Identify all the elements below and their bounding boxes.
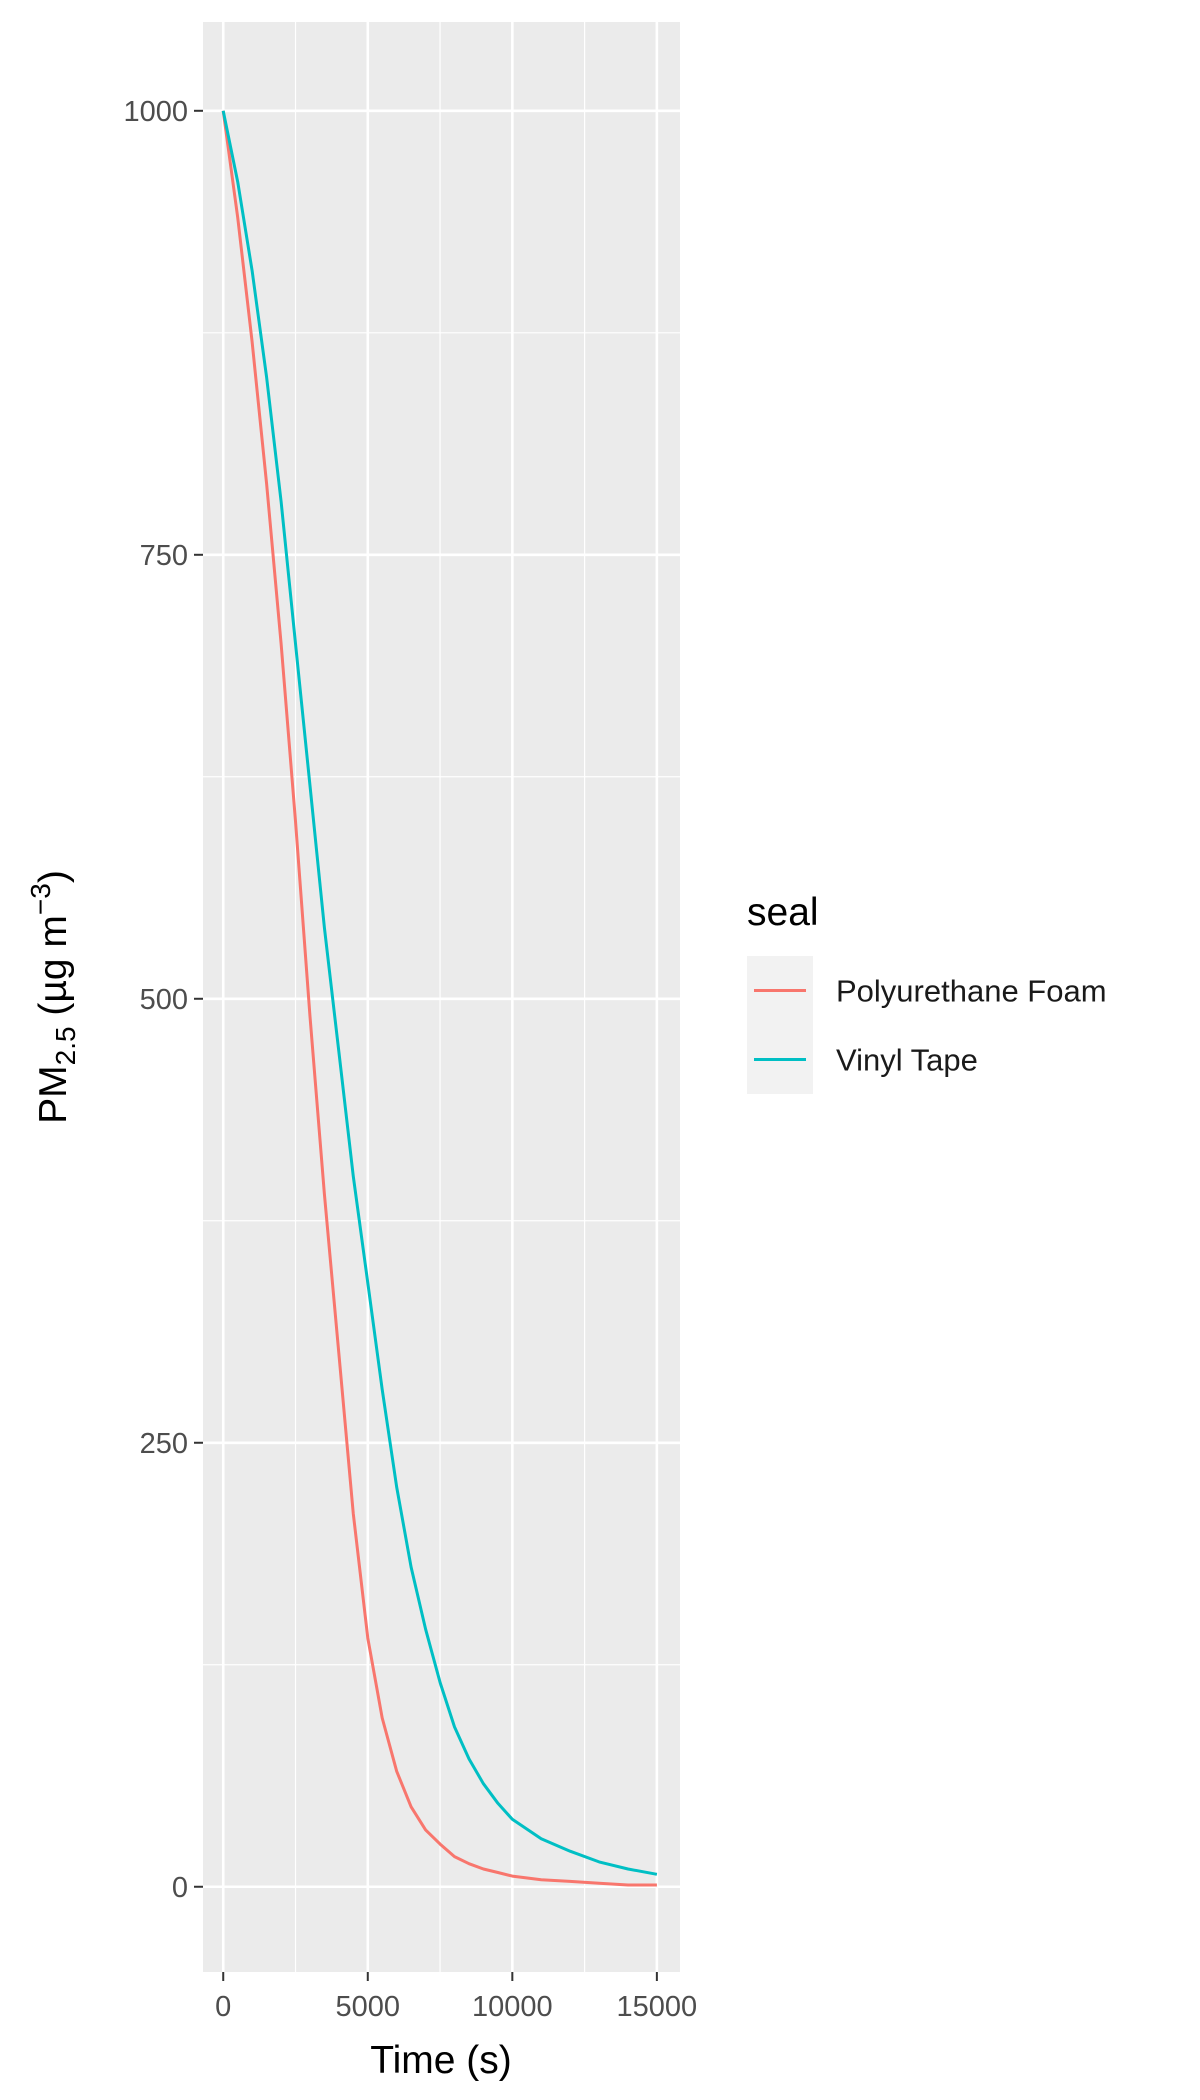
y-axis: 0 250 500 750 1000 xyxy=(123,96,203,1904)
series-line-0 xyxy=(221,110,657,1887)
x-axis: 0 5000 10000 15000 xyxy=(215,1972,697,2023)
x-tick-label: 15000 xyxy=(617,1991,698,2023)
y-tick-label: 250 xyxy=(140,1428,188,1460)
y-axis-title-close: ) xyxy=(32,870,75,883)
series-line-1 xyxy=(221,110,658,1876)
x-tick-label: 5000 xyxy=(336,1991,401,2023)
plot-panel xyxy=(203,22,680,1972)
major-gridlines xyxy=(203,22,680,1972)
x-tick-label: 10000 xyxy=(472,1991,553,2023)
legend-items: Polyurethane Foam Vinyl Tape xyxy=(747,956,1107,1094)
y-tick-label: 0 xyxy=(172,1872,188,1904)
x-tick-label: 0 xyxy=(215,1991,231,2023)
legend-label: Vinyl Tape xyxy=(836,1043,978,1078)
y-tick-label: 750 xyxy=(140,540,188,572)
x-axis-title: Time (s) xyxy=(370,2039,512,2082)
y-axis-title-units: (µg m xyxy=(32,915,75,1026)
y-tick-label: 1000 xyxy=(123,96,188,128)
y-axis-title-superscript: −3 xyxy=(25,883,56,915)
series-lines xyxy=(221,110,658,1887)
y-axis-title: PM2.5 (µg m−3) xyxy=(25,870,81,1124)
y-axis-title-prefix: PM xyxy=(32,1065,75,1124)
legend-label: Polyurethane Foam xyxy=(836,974,1107,1009)
y-tick-label: 500 xyxy=(140,984,188,1016)
legend: seal Polyurethane Foam Vinyl Tape xyxy=(747,891,1107,1094)
minor-gridlines xyxy=(203,22,680,1972)
y-axis-title-subscript: 2.5 xyxy=(50,1026,81,1065)
legend-title: seal xyxy=(747,891,819,934)
